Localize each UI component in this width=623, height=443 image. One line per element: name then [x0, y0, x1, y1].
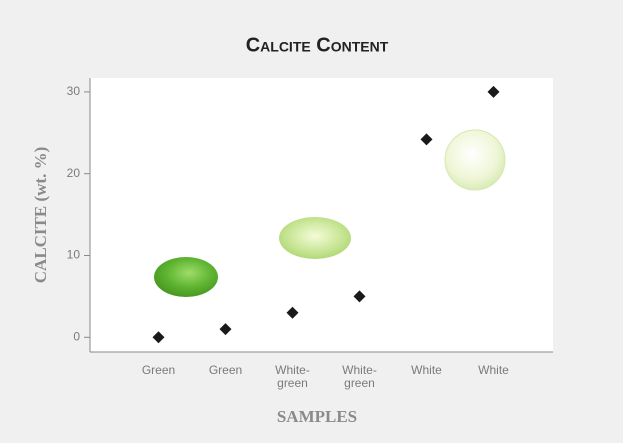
- plot-area: [90, 78, 553, 352]
- y-tick-label: 0: [73, 329, 80, 343]
- y-axis-label: CALCITE (wt. %): [31, 147, 50, 283]
- y-tick-label: 10: [67, 248, 81, 262]
- x-tick-label: White: [411, 363, 442, 377]
- point: [487, 85, 500, 98]
- gem-white: [444, 129, 506, 191]
- point: [286, 306, 299, 319]
- point: [420, 133, 433, 146]
- point: [353, 290, 366, 303]
- chart-title: Calcite Content: [246, 34, 389, 56]
- gem-white-green: [279, 217, 351, 259]
- point: [219, 323, 232, 336]
- x-tick-label: Green: [208, 363, 243, 377]
- y-tick-label: 20: [67, 166, 81, 180]
- x-tick-label: White: [478, 363, 509, 377]
- x-tick-label: White-green: [275, 363, 310, 390]
- point: [152, 331, 165, 344]
- gem-green: [154, 257, 218, 297]
- x-axis-label: SAMPLES: [277, 407, 357, 426]
- x-tick-label: Green: [141, 363, 176, 377]
- y-tick-label: 30: [67, 84, 81, 98]
- x-tick-label: White-green: [342, 363, 377, 390]
